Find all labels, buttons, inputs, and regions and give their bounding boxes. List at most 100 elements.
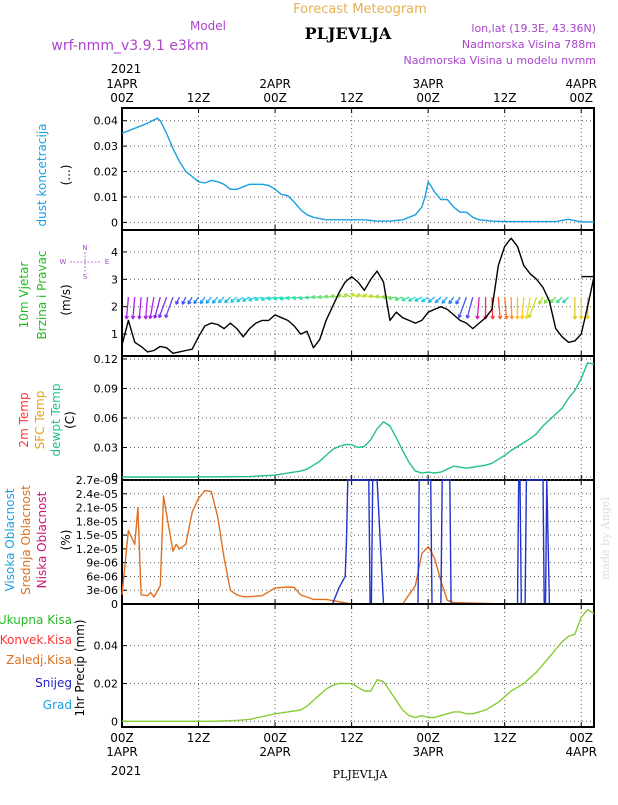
wind-arrow-head xyxy=(578,315,584,320)
wind-arrow-head xyxy=(394,296,399,302)
bottom-tick-label: 1APR xyxy=(106,745,137,759)
wind-arrow-head xyxy=(441,299,446,304)
dust-frame xyxy=(121,107,595,231)
precip-label-total: Ukupna Kisa xyxy=(0,613,72,627)
top-tick-label: 00Z xyxy=(569,91,593,105)
wind-arrow-head xyxy=(330,293,335,299)
top-tick-label: 2APR xyxy=(259,77,290,91)
wind-arrow-head xyxy=(368,293,373,299)
y-tick-label: 0 xyxy=(111,715,118,728)
temperature-panel: 0 0.03 0.06 0.09 0.12 xyxy=(94,353,595,484)
wind-arrow xyxy=(521,297,525,320)
wind-arrow-head xyxy=(130,315,136,320)
dust-ylabel: dust koncetracija (...) xyxy=(35,123,73,226)
wind-arrow-head xyxy=(457,314,462,319)
wind-arrow-head xyxy=(519,315,525,320)
compass-s: S xyxy=(83,273,88,281)
wind-arrow-head xyxy=(187,300,192,305)
wind-arrow-head xyxy=(350,292,355,297)
wind-ylabel-line1: 10m Vjetar xyxy=(17,262,31,329)
wind-arrow-head xyxy=(224,299,229,304)
bottom-tick-label: 4APR xyxy=(566,745,597,759)
wind-arrow-head xyxy=(248,297,253,302)
y-tick-label: 2.1e-05 xyxy=(76,502,118,515)
y-tick-label: 0.03 xyxy=(94,140,119,153)
bottom-tick-label: 12Z xyxy=(187,731,211,745)
cloud-ylabel-mid: Srednja Oblacnost xyxy=(19,485,33,595)
cloud-ylabel-units: (%) xyxy=(59,530,73,551)
wind-arrow-head xyxy=(242,297,247,302)
temperature-series-line xyxy=(122,362,595,478)
header-title: Forecast Meteogram xyxy=(293,2,427,17)
wind-arrow-head xyxy=(381,294,386,300)
dust-ylabel-units: (...) xyxy=(59,165,73,186)
wind-arrow-head xyxy=(375,294,380,299)
wind-arrow-head xyxy=(421,298,426,303)
bottom-tick-label: 00Z xyxy=(416,731,440,745)
header-elevation: Nadmorska Visina 788m xyxy=(462,38,596,51)
top-tick-label: 1APR xyxy=(106,77,137,91)
cloud-ylabel: Visoka Oblacnost Srednja Oblacnost Niska… xyxy=(3,485,73,595)
wind-arrow xyxy=(504,297,508,320)
watermark: made by Angel xyxy=(599,497,612,580)
top-tick-label: 00Z xyxy=(263,91,287,105)
compass-arrows-icon xyxy=(70,252,100,272)
wind-arrow xyxy=(149,296,155,319)
precip-panel: 0 0.02 0.04 xyxy=(94,603,595,728)
wind-ylabel-units: (m/s) xyxy=(59,284,73,315)
temp-ylabel: 2m Temp SFC Temp dewpt Temp (C) xyxy=(17,384,77,457)
wind-arrow xyxy=(510,297,513,320)
wind-arrow-head xyxy=(343,293,348,298)
wind-arrow-head xyxy=(273,296,278,301)
header-station: PLJEVLJA xyxy=(305,24,392,43)
wind-arrow-head xyxy=(562,299,567,304)
y-tick-label: 2.7e-05 xyxy=(76,474,118,487)
precip-ylabel-units: 1hr Precip (mm) xyxy=(73,619,87,716)
clouds-series-line xyxy=(122,479,594,605)
wind-arrow-head xyxy=(490,315,495,320)
wind-arrow xyxy=(125,297,130,320)
wind-arrow-head xyxy=(137,315,142,320)
wind-arrow xyxy=(144,297,149,320)
wind-arrow-head xyxy=(317,294,322,300)
wind-arrow-head xyxy=(199,300,204,305)
wind-arrow-head xyxy=(124,315,129,320)
clouds-series-line xyxy=(121,489,594,605)
wind-ylabel: 10m Vjetar Brzina i Pravac (m/s) N W E S xyxy=(17,244,109,340)
y-tick-label: 4 xyxy=(111,246,118,259)
bottom-tick-label: 3APR xyxy=(412,745,443,759)
header-model-elevation: Nadmorska Visina u modelu nvmm xyxy=(404,54,597,67)
wind-arrow-head xyxy=(285,295,290,301)
wind-arrow xyxy=(525,296,531,319)
cloud-ylabel-high: Visoka Oblacnost xyxy=(3,488,17,591)
precip-label-snow: Snijeg xyxy=(35,676,72,690)
y-tick-label: 2.4e-05 xyxy=(76,488,118,501)
wind-arrow-head xyxy=(298,295,303,301)
top-tick-label: 12Z xyxy=(187,91,211,105)
top-tick-label: 3APR xyxy=(412,77,443,91)
dust-panel: 0 0.01 0.02 0.03 0.04 xyxy=(94,107,595,231)
wind-panel: 1 2 3 4 xyxy=(111,229,595,357)
wind-ylabel-line2: Brzina i Pravac xyxy=(35,250,49,339)
y-tick-label: 3 xyxy=(111,273,118,286)
y-tick-label: 0.09 xyxy=(94,382,119,395)
y-tick-label: 6e-06 xyxy=(86,570,118,583)
y-tick-label: 0.02 xyxy=(94,677,119,690)
clouds-panel: 03e-066e-069e-061.2e-051.5e-051.8e-052.1… xyxy=(76,474,595,611)
dust-series-line xyxy=(121,117,594,223)
wind-arrow-head xyxy=(143,315,149,320)
cloud-ylabel-low: Niska Oblacnost xyxy=(35,491,49,588)
precip-label-grid: Zaledj.Kisa xyxy=(6,653,72,667)
bottom-tick-label: 2APR xyxy=(259,745,290,759)
bottom-tick-label: 00Z xyxy=(263,731,287,745)
wind-arrow-head xyxy=(401,297,406,302)
wind-arrow-head xyxy=(236,298,241,303)
wind-arrow-head xyxy=(260,296,265,302)
wind-arrow-head xyxy=(217,299,222,304)
y-tick-label: 3e-06 xyxy=(86,584,118,597)
dust-ylabel-line: dust koncetracija xyxy=(35,123,49,226)
wind-arrow-head xyxy=(448,300,453,305)
clouds-frame xyxy=(121,479,595,605)
